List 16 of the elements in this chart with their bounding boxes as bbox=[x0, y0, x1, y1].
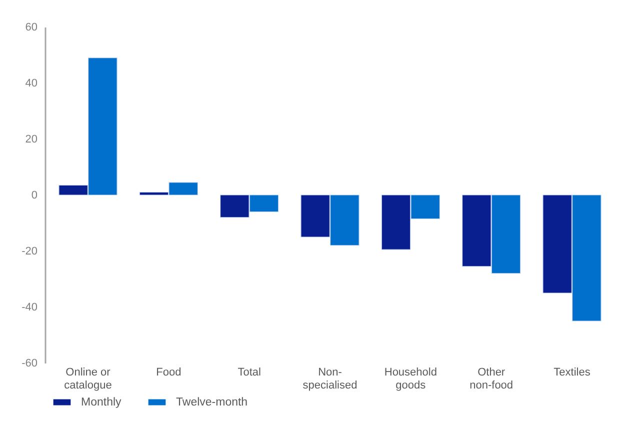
x-tick-label: Food bbox=[156, 366, 182, 378]
legend-label: Monthly bbox=[81, 396, 122, 408]
x-tick-label: Non- specialised bbox=[302, 366, 358, 392]
x-tick-label: Other non-food bbox=[470, 366, 514, 392]
x-tick-label: Online or catalogue bbox=[64, 366, 112, 392]
y-tick-label: 40 bbox=[25, 78, 38, 90]
y-tick-label: -40 bbox=[22, 302, 38, 314]
y-tick-label: -60 bbox=[22, 358, 38, 370]
x-tick-label: Total bbox=[238, 366, 261, 378]
y-tick-label: 20 bbox=[25, 134, 38, 146]
y-tick-label: 0 bbox=[31, 190, 38, 202]
legend-label: Twelve-month bbox=[176, 396, 248, 408]
x-tick-label: Textiles bbox=[554, 366, 591, 378]
x-tick-label: Household goods bbox=[384, 366, 437, 392]
y-tick-label: -20 bbox=[22, 246, 38, 258]
y-tick-label: 60 bbox=[25, 22, 38, 34]
